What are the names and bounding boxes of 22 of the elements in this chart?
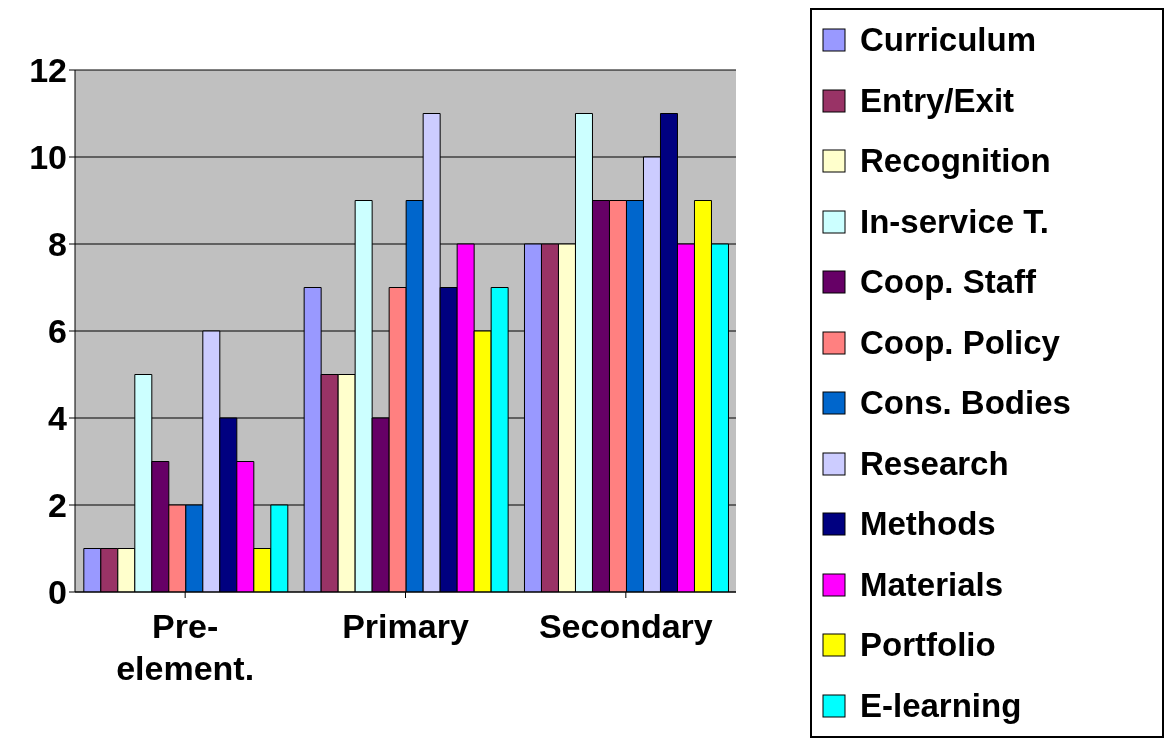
legend-label: Research (860, 444, 1009, 483)
y-tick-label: 6 (48, 312, 67, 351)
x-tick-label: Secondary (538, 607, 713, 645)
legend-label: Portfolio (860, 626, 996, 665)
legend-label: Curriculum (860, 21, 1037, 60)
y-tick-label: 10 (29, 138, 67, 177)
y-tick-label: 12 (29, 51, 67, 90)
y-tick-label: 0 (48, 573, 67, 612)
y-tick-label: 4 (48, 399, 68, 438)
legend-label: Recognition (860, 142, 1051, 181)
legend-label: Materials (860, 565, 1004, 604)
legend-label: Coop. Staff (860, 263, 1036, 302)
x-tick-label: Pre-element. (116, 607, 255, 687)
legend-label: Entry/Exit (860, 81, 1015, 120)
legend-label: E-learning (860, 686, 1022, 725)
y-tick-label: 2 (48, 486, 67, 525)
legend-label: Methods (860, 505, 996, 544)
x-tick-label: Primary (342, 607, 469, 645)
legend-label: Coop. Policy (860, 323, 1060, 362)
y-tick-label: 8 (48, 225, 67, 264)
legend-label: In-service T. (860, 202, 1049, 241)
legend-label: Cons. Bodies (860, 384, 1071, 423)
